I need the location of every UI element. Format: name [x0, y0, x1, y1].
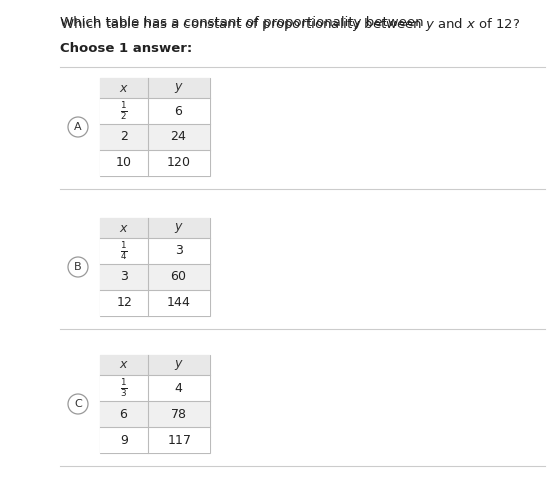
FancyBboxPatch shape [100, 78, 210, 176]
Text: C: C [74, 399, 82, 409]
FancyBboxPatch shape [100, 238, 210, 264]
Text: $12$: $12$ [116, 297, 132, 309]
Text: $3$: $3$ [175, 245, 184, 257]
Text: $9$: $9$ [119, 434, 128, 446]
Text: $78$: $78$ [170, 408, 187, 420]
FancyBboxPatch shape [100, 375, 210, 401]
FancyBboxPatch shape [100, 218, 210, 316]
Text: B: B [74, 262, 82, 272]
Text: Choose 1 answer:: Choose 1 answer: [60, 42, 193, 55]
FancyBboxPatch shape [100, 150, 210, 176]
Text: $\frac{1}{2}$: $\frac{1}{2}$ [120, 100, 128, 122]
Text: $120$: $120$ [166, 157, 191, 169]
Text: $x$: $x$ [119, 358, 129, 372]
Text: $y$: $y$ [174, 221, 184, 235]
Text: $\frac{1}{4}$: $\frac{1}{4}$ [120, 240, 128, 262]
Text: $x$: $x$ [119, 82, 129, 94]
Text: $6$: $6$ [119, 408, 128, 420]
Text: $y$: $y$ [174, 358, 184, 372]
FancyBboxPatch shape [100, 264, 210, 290]
Text: $4$: $4$ [175, 382, 184, 394]
Text: Which table has a constant of proportionality between $y$ and $x$ of 12?: Which table has a constant of proportion… [60, 16, 520, 33]
FancyBboxPatch shape [100, 427, 210, 453]
Text: $3$: $3$ [119, 271, 128, 283]
FancyBboxPatch shape [100, 290, 210, 316]
FancyBboxPatch shape [100, 124, 210, 150]
Text: $60$: $60$ [170, 271, 187, 283]
Circle shape [68, 257, 88, 277]
FancyBboxPatch shape [100, 98, 210, 124]
Text: $x$: $x$ [119, 221, 129, 235]
Text: Which table has a constant of proportionality between: Which table has a constant of proportion… [60, 16, 428, 29]
FancyBboxPatch shape [100, 218, 210, 238]
Text: $6$: $6$ [175, 105, 184, 117]
FancyBboxPatch shape [100, 78, 210, 98]
Text: A: A [74, 122, 82, 132]
Text: $117$: $117$ [167, 434, 191, 446]
Text: $2$: $2$ [119, 131, 128, 143]
Circle shape [68, 394, 88, 414]
Text: $10$: $10$ [116, 157, 133, 169]
FancyBboxPatch shape [100, 355, 210, 453]
Circle shape [68, 117, 88, 137]
Text: $144$: $144$ [166, 297, 191, 309]
Text: $24$: $24$ [170, 131, 187, 143]
Text: $\frac{1}{3}$: $\frac{1}{3}$ [120, 377, 128, 399]
Text: $y$: $y$ [174, 81, 184, 95]
FancyBboxPatch shape [100, 355, 210, 375]
FancyBboxPatch shape [100, 401, 210, 427]
